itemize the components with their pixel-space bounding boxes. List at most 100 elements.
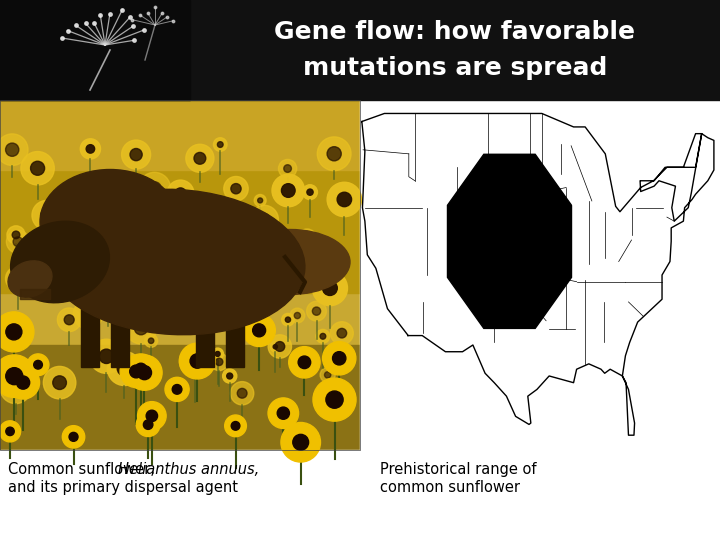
Circle shape — [135, 363, 147, 376]
Circle shape — [6, 324, 22, 340]
Circle shape — [89, 339, 124, 373]
Circle shape — [326, 391, 343, 408]
Circle shape — [243, 314, 275, 347]
Circle shape — [138, 172, 171, 205]
Circle shape — [232, 313, 242, 323]
Circle shape — [192, 215, 203, 226]
Circle shape — [250, 205, 279, 233]
Circle shape — [138, 366, 151, 380]
Circle shape — [217, 141, 223, 147]
Circle shape — [285, 317, 291, 322]
Text: mutations are spread: mutations are spread — [303, 56, 607, 80]
Circle shape — [0, 312, 34, 352]
Circle shape — [180, 193, 196, 208]
Circle shape — [27, 354, 49, 376]
Circle shape — [323, 342, 356, 375]
Circle shape — [256, 323, 260, 328]
Circle shape — [12, 231, 20, 239]
Bar — [0, 0, 720, 100]
Circle shape — [215, 358, 223, 366]
Circle shape — [294, 313, 300, 319]
Circle shape — [270, 342, 280, 352]
Circle shape — [298, 356, 311, 369]
Circle shape — [212, 348, 223, 360]
Bar — [0, 0, 190, 100]
Circle shape — [189, 355, 202, 368]
Circle shape — [289, 347, 320, 378]
Circle shape — [186, 144, 214, 172]
Circle shape — [225, 306, 248, 329]
Circle shape — [298, 229, 316, 247]
Circle shape — [113, 206, 125, 217]
Circle shape — [148, 338, 154, 343]
Circle shape — [143, 420, 153, 429]
Bar — [196, 297, 214, 367]
Circle shape — [277, 407, 289, 419]
Bar — [0, 100, 360, 450]
Circle shape — [316, 329, 330, 343]
Circle shape — [179, 343, 215, 379]
Circle shape — [313, 378, 356, 421]
Bar — [0, 450, 720, 540]
Circle shape — [167, 253, 189, 274]
Circle shape — [323, 281, 337, 295]
Circle shape — [184, 198, 191, 204]
Circle shape — [325, 372, 330, 378]
Circle shape — [281, 422, 320, 462]
Circle shape — [0, 421, 21, 442]
Circle shape — [135, 321, 148, 335]
Circle shape — [56, 211, 76, 231]
Circle shape — [42, 266, 53, 276]
Circle shape — [2, 366, 14, 377]
Bar — [226, 299, 244, 367]
Text: common sunflower: common sunflower — [380, 480, 520, 495]
Circle shape — [333, 352, 346, 365]
Circle shape — [136, 413, 160, 436]
Circle shape — [6, 366, 40, 399]
Circle shape — [69, 433, 78, 441]
Circle shape — [282, 313, 294, 326]
Circle shape — [312, 271, 348, 306]
Circle shape — [327, 147, 341, 161]
Polygon shape — [448, 154, 572, 328]
Circle shape — [258, 213, 270, 225]
Circle shape — [0, 372, 32, 404]
Circle shape — [106, 198, 132, 225]
Circle shape — [6, 266, 30, 291]
Circle shape — [120, 355, 152, 388]
Circle shape — [6, 427, 14, 436]
Ellipse shape — [40, 170, 180, 274]
Circle shape — [278, 264, 289, 274]
Bar — [81, 292, 99, 367]
Circle shape — [127, 355, 162, 390]
Circle shape — [58, 308, 81, 332]
Circle shape — [253, 320, 264, 331]
Circle shape — [99, 349, 114, 363]
Text: Common sunflower,: Common sunflower, — [8, 462, 160, 477]
Circle shape — [190, 354, 204, 368]
Circle shape — [104, 251, 132, 279]
Circle shape — [32, 200, 62, 230]
Circle shape — [12, 273, 22, 284]
Circle shape — [330, 322, 354, 345]
Circle shape — [120, 205, 134, 219]
Ellipse shape — [8, 261, 52, 297]
Circle shape — [231, 184, 241, 194]
Circle shape — [268, 398, 299, 428]
Circle shape — [303, 234, 311, 242]
Ellipse shape — [211, 240, 259, 278]
Circle shape — [62, 217, 71, 225]
Circle shape — [6, 368, 23, 384]
Bar — [0, 100, 360, 170]
Circle shape — [84, 220, 96, 232]
Circle shape — [222, 369, 237, 383]
Circle shape — [63, 426, 85, 448]
Circle shape — [253, 324, 266, 337]
Circle shape — [293, 434, 309, 450]
Circle shape — [258, 198, 263, 203]
Circle shape — [165, 377, 189, 401]
Circle shape — [273, 345, 277, 349]
Circle shape — [320, 367, 336, 382]
Circle shape — [111, 195, 144, 228]
Circle shape — [307, 189, 313, 195]
